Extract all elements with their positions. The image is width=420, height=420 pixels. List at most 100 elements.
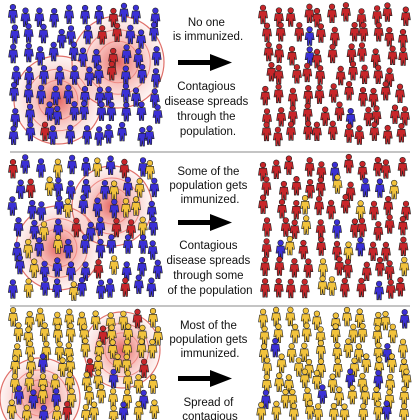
immunized-person-icon	[26, 355, 37, 376]
susceptible-person-icon	[12, 241, 23, 262]
infected-person-icon	[401, 200, 411, 221]
susceptible-person-icon	[25, 103, 36, 123]
infected-person-icon	[369, 200, 379, 221]
immunized-person-icon	[137, 216, 148, 236]
infected-person-icon	[285, 7, 296, 27]
infected-person-icon	[285, 278, 296, 299]
immunized-person-icon	[304, 358, 314, 379]
immunized-person-icon	[64, 308, 75, 329]
susceptible-person-icon	[118, 401, 129, 420]
immunized-person-icon	[137, 324, 148, 345]
infected-person-icon	[334, 101, 345, 121]
susceptible-person-icon	[149, 21, 159, 42]
susceptible-person-icon	[9, 24, 20, 44]
crowd-before-some-immunized	[7, 154, 163, 301]
infected-person-icon	[126, 219, 137, 239]
infected-person-icon	[260, 278, 271, 298]
infected-person-icon	[326, 199, 337, 220]
infected-person-icon	[278, 180, 289, 201]
infected-person-icon	[120, 277, 131, 297]
infected-person-icon	[260, 256, 271, 277]
susceptible-person-icon	[14, 385, 24, 405]
susceptible-person-icon	[137, 63, 148, 84]
infected-person-icon	[369, 121, 380, 141]
susceptible-person-icon	[28, 389, 39, 409]
crowd-before-most-immunized	[0, 307, 163, 420]
crowd-before-none-immunized	[7, 2, 165, 147]
susceptible-person-icon	[63, 84, 74, 104]
infected-person-icon	[345, 181, 356, 201]
susceptible-person-icon	[52, 105, 63, 125]
infected-person-icon	[93, 259, 104, 279]
arrow-right-icon	[178, 214, 232, 231]
infected-person-icon	[384, 214, 395, 234]
susceptible-person-icon	[138, 234, 149, 254]
immunized-person-icon	[274, 372, 285, 392]
infected-person-icon	[261, 176, 272, 196]
infected-person-icon	[356, 8, 367, 28]
immunized-person-icon	[349, 357, 360, 377]
infected-person-icon	[327, 120, 338, 140]
infected-person-icon	[258, 4, 268, 25]
susceptible-person-icon	[152, 259, 163, 280]
immunized-person-icon	[52, 405, 62, 420]
infected-person-icon	[329, 26, 340, 47]
susceptible-person-icon	[20, 7, 31, 27]
susceptible-person-icon	[260, 389, 271, 410]
immunized-person-icon	[120, 198, 131, 218]
immunized-person-icon	[285, 306, 296, 327]
infected-person-icon	[320, 106, 331, 126]
infected-person-icon	[108, 7, 119, 28]
susceptible-person-icon	[47, 125, 58, 145]
immunized-person-icon	[153, 326, 163, 346]
susceptible-person-icon	[119, 2, 129, 23]
infected-person-icon	[271, 159, 282, 179]
immunized-person-icon	[53, 234, 63, 254]
infected-person-icon	[384, 67, 395, 87]
immunized-person-icon	[287, 388, 298, 409]
infected-person-icon	[368, 241, 379, 261]
infected-person-icon	[312, 7, 322, 28]
susceptible-person-icon	[360, 177, 371, 198]
susceptible-person-icon	[35, 46, 46, 66]
susceptible-person-icon	[345, 107, 356, 128]
susceptible-person-icon	[270, 337, 281, 358]
immunized-person-icon	[84, 385, 95, 406]
infected-person-icon	[373, 64, 384, 84]
infected-person-icon	[84, 358, 95, 378]
infected-person-icon	[359, 64, 370, 84]
susceptible-person-icon	[374, 280, 385, 301]
infected-person-icon	[299, 278, 310, 299]
arrow-right-icon	[178, 54, 232, 71]
susceptible-person-icon	[48, 41, 59, 62]
infected-person-icon	[384, 26, 395, 47]
susceptible-person-icon	[99, 180, 110, 200]
immunized-person-icon	[343, 241, 354, 261]
infected-person-icon	[303, 84, 314, 105]
susceptible-person-icon	[84, 66, 95, 86]
susceptible-person-icon	[80, 234, 90, 254]
infected-person-icon	[356, 277, 367, 298]
susceptible-person-icon	[95, 216, 106, 236]
infected-person-icon	[342, 258, 353, 279]
infected-person-icon	[370, 48, 381, 68]
immunized-person-icon	[39, 322, 50, 342]
immunized-person-icon	[121, 353, 132, 374]
crowd-after-some-immunized	[258, 153, 411, 301]
susceptible-person-icon	[80, 85, 90, 106]
susceptible-person-icon	[92, 197, 103, 217]
infected-person-icon	[372, 156, 383, 177]
caption-top-some-immunized: Some of the population gets immunized.	[169, 166, 250, 206]
susceptible-person-icon	[15, 179, 26, 199]
immunized-person-icon	[23, 238, 34, 259]
immunized-person-icon	[302, 387, 313, 407]
immunized-person-icon	[24, 372, 35, 392]
infected-person-icon	[335, 65, 346, 86]
susceptible-person-icon	[381, 400, 392, 420]
infected-person-icon	[315, 176, 326, 197]
susceptible-person-icon	[121, 101, 132, 122]
susceptible-person-icon	[95, 238, 106, 259]
infected-person-icon	[375, 256, 385, 277]
caption-bottom-none-immunized: Contagious disease spreads through the p…	[165, 81, 252, 138]
infected-person-icon	[400, 6, 411, 26]
